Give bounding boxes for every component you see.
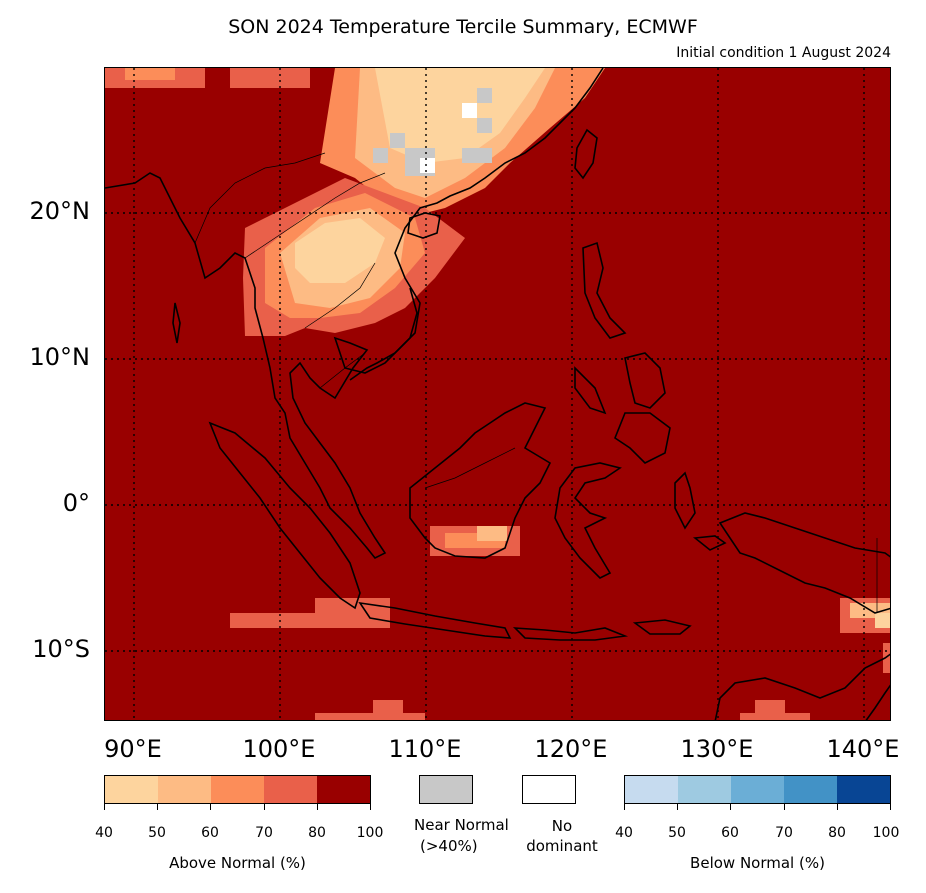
above-normal-colorbar (104, 775, 371, 804)
above-normal-swatch-40-50 (105, 776, 158, 803)
lon-label-140e: 140°E (826, 735, 900, 763)
no-dominant-label-line2: dominant (526, 837, 598, 855)
above-normal-swatch-50-60 (158, 776, 211, 803)
above-normal-label: Above Normal (%) (169, 854, 306, 872)
map-subtitle: Initial condition 1 August 2024 (676, 45, 891, 61)
above-tick: 70 (255, 825, 273, 841)
coastlines (105, 68, 890, 720)
near-normal-label-line2: (>40%) (420, 837, 478, 855)
below-normal-swatch-70-80 (784, 776, 837, 803)
map-background (105, 68, 890, 720)
forecast-map (104, 67, 891, 721)
lon-label-110e: 110°E (388, 735, 462, 763)
map-title: SON 2024 Temperature Tercile Summary, EC… (228, 16, 698, 38)
lon-label-100e: 100°E (242, 735, 316, 763)
lon-label-90e: 90°E (104, 735, 162, 763)
lat-label-20n: 20°N (29, 197, 91, 225)
lat-label-0: 0° (62, 489, 90, 517)
below-normal-swatch-40-50 (625, 776, 678, 803)
below-tick: 50 (668, 825, 686, 841)
near-normal-swatch (419, 775, 473, 804)
below-normal-colorbar (624, 775, 891, 804)
above-tick: 100 (356, 825, 384, 841)
country-borders (194, 152, 878, 613)
lon-label-130e: 130°E (680, 735, 754, 763)
below-normal-swatch-80-100 (837, 776, 890, 803)
below-normal-swatch-50-60 (678, 776, 731, 803)
tercile-cells (105, 68, 890, 720)
map-canvas (105, 68, 890, 720)
above-tick: 50 (148, 825, 166, 841)
lat-label-10s: 10°S (32, 635, 90, 663)
above-normal-swatch-80-100 (317, 776, 370, 803)
above-normal-swatch-70-80 (264, 776, 317, 803)
above-normal-swatch-60-70 (211, 776, 264, 803)
below-tick: 100 (872, 825, 900, 841)
no-dominant-label-line1: No (551, 817, 573, 835)
gridlines (105, 68, 890, 720)
below-tick: 70 (775, 825, 793, 841)
below-tick: 80 (828, 825, 846, 841)
below-tick: 60 (721, 825, 739, 841)
above-tick: 60 (201, 825, 219, 841)
near-normal-label-line1: Near Normal (414, 816, 509, 834)
no-dominant-swatch (522, 775, 576, 804)
below-tick: 40 (615, 825, 633, 841)
lat-label-10n: 10°N (29, 343, 91, 371)
below-normal-label: Below Normal (%) (690, 854, 825, 872)
above-tick: 40 (95, 825, 113, 841)
lon-label-120e: 120°E (534, 735, 608, 763)
above-tick: 80 (308, 825, 326, 841)
below-normal-swatch-60-70 (731, 776, 784, 803)
